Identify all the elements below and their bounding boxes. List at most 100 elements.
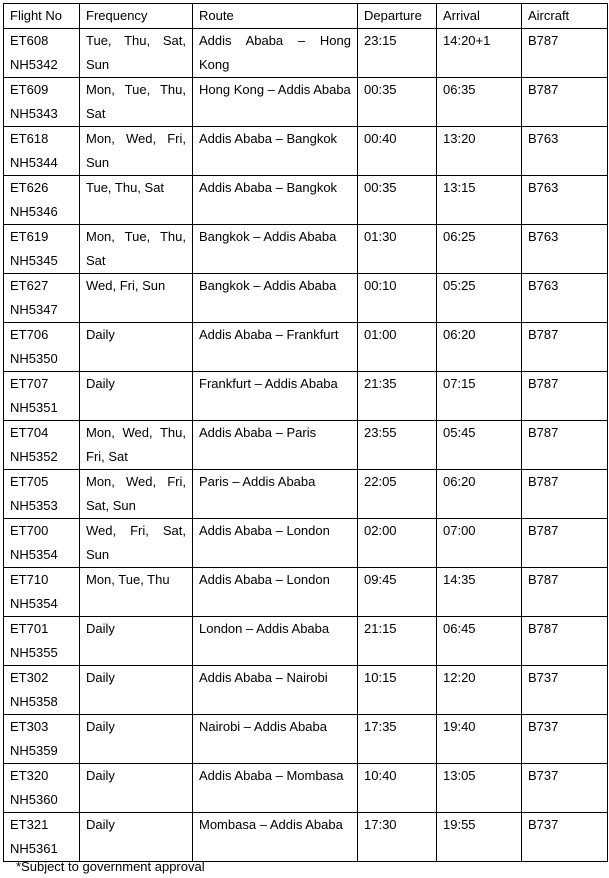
flight-cell: ET302 NH5358 — [3, 665, 80, 715]
arrival-cell: 12:20 — [436, 665, 522, 715]
flight-schedule-table: Flight No Frequency Route Departure Arri… — [3, 3, 608, 862]
table-row: ET627 NH5347 Wed, Fri, Sun Bangkok – Addis… — [3, 273, 608, 323]
route-cell: Addis Ababa – Frankfurt — [192, 322, 358, 372]
arrival-cell: 14:35 — [436, 567, 522, 617]
arrival-cell: 19:40 — [436, 714, 522, 764]
route-cell: Nairobi – Addis Ababa — [192, 714, 358, 764]
departure-cell: 23:55 — [357, 420, 437, 470]
table-row: ET707 NH5351 Daily Frankfurt – Addis Ababa… — [3, 371, 608, 421]
flight-cell: ET321 NH5361 — [3, 812, 80, 862]
header-aircraft: Aircraft — [521, 3, 608, 29]
aircraft-cell: B787 — [521, 518, 608, 568]
frequency-cell: Daily — [79, 616, 193, 666]
departure-cell: 00:35 — [357, 77, 437, 127]
aircraft-cell: B763 — [521, 224, 608, 274]
header-flight-no: Flight No — [3, 3, 80, 29]
table-row: ET705 NH5353 Mon, Wed, Fri, Sat, Sun Paris… — [3, 469, 608, 519]
table-row: ET710 NH5354 Mon, Tue, Thu Addis Ababa – L… — [3, 567, 608, 617]
arrival-cell: 05:25 — [436, 273, 522, 323]
aircraft-cell: B737 — [521, 763, 608, 813]
route-cell: Paris – Addis Ababa — [192, 469, 358, 519]
aircraft-cell: B787 — [521, 567, 608, 617]
route-cell: Bangkok – Addis Ababa — [192, 224, 358, 274]
departure-cell: 21:15 — [357, 616, 437, 666]
arrival-cell: 06:45 — [436, 616, 522, 666]
table-body: ET608 NH5342 Tue, Thu, Sat, Sun Addis Abab… — [3, 28, 608, 862]
route-cell: Addis Ababa – Paris — [192, 420, 358, 470]
table-row: ET626 NH5346 Tue, Thu, Sat Addis Ababa – B… — [3, 175, 608, 225]
flight-cell: ET701 NH5355 — [3, 616, 80, 666]
frequency-cell: Daily — [79, 665, 193, 715]
arrival-cell: 06:20 — [436, 469, 522, 519]
table-row: ET609 NH5343 Mon, Tue, Thu, Sat Hong Kong … — [3, 77, 608, 127]
frequency-cell: Mon, Tue, Thu — [79, 567, 193, 617]
departure-cell: 17:30 — [357, 812, 437, 862]
frequency-cell: Mon, Tue, Thu, Sat — [79, 77, 193, 127]
flight-cell: ET627 NH5347 — [3, 273, 80, 323]
table-row: ET700 NH5354 Wed, Fri, Sat, Sun Addis Abab… — [3, 518, 608, 568]
flight-cell: ET710 NH5354 — [3, 567, 80, 617]
flight-cell: ET700 NH5354 — [3, 518, 80, 568]
frequency-cell: Tue, Thu, Sat — [79, 175, 193, 225]
arrival-cell: 07:15 — [436, 371, 522, 421]
frequency-cell: Mon, Wed, Fri, Sun — [79, 126, 193, 176]
departure-cell: 21:35 — [357, 371, 437, 421]
arrival-cell: 13:05 — [436, 763, 522, 813]
frequency-cell: Tue, Thu, Sat, Sun — [79, 28, 193, 78]
departure-cell: 09:45 — [357, 567, 437, 617]
frequency-cell: Mon, Tue, Thu, Sat — [79, 224, 193, 274]
flight-cell: ET705 NH5353 — [3, 469, 80, 519]
route-cell: Addis Ababa – Bangkok — [192, 175, 358, 225]
arrival-cell: 05:45 — [436, 420, 522, 470]
footnote: *Subject to government approval — [16, 859, 205, 874]
route-cell: Addis Ababa – Mombasa — [192, 763, 358, 813]
frequency-cell: Wed, Fri, Sat, Sun — [79, 518, 193, 568]
departure-cell: 00:40 — [357, 126, 437, 176]
departure-cell: 10:15 — [357, 665, 437, 715]
flight-cell: ET609 NH5343 — [3, 77, 80, 127]
route-cell: Addis Ababa – London — [192, 518, 358, 568]
aircraft-cell: B787 — [521, 322, 608, 372]
header-route: Route — [192, 3, 358, 29]
frequency-cell: Mon, Wed, Fri, Sat, Sun — [79, 469, 193, 519]
aircraft-cell: B737 — [521, 714, 608, 764]
table-row: ET704 NH5352 Mon, Wed, Thu, Fri, Sat Addis… — [3, 420, 608, 470]
table-row: ET302 NH5358 Daily Addis Ababa – Nairobi 10… — [3, 665, 608, 715]
frequency-cell: Daily — [79, 714, 193, 764]
arrival-cell: 06:20 — [436, 322, 522, 372]
route-cell: Addis Ababa – Hong Kong — [192, 28, 358, 78]
route-cell: Addis Ababa – London — [192, 567, 358, 617]
aircraft-cell: B763 — [521, 126, 608, 176]
departure-cell: 02:00 — [357, 518, 437, 568]
departure-cell: 00:10 — [357, 273, 437, 323]
flight-cell: ET707 NH5351 — [3, 371, 80, 421]
arrival-cell: 13:20 — [436, 126, 522, 176]
arrival-cell: 13:15 — [436, 175, 522, 225]
flight-cell: ET706 NH5350 — [3, 322, 80, 372]
arrival-cell: 06:25 — [436, 224, 522, 274]
aircraft-cell: B787 — [521, 28, 608, 78]
table-row: ET320 NH5360 Daily Addis Ababa – Mombasa 10… — [3, 763, 608, 813]
flight-cell: ET704 NH5352 — [3, 420, 80, 470]
aircraft-cell: B787 — [521, 469, 608, 519]
table-row: ET706 NH5350 Daily Addis Ababa – Frankfurt… — [3, 322, 608, 372]
table-row: ET321 NH5361 Daily Mombasa – Addis Ababa 17… — [3, 812, 608, 862]
flight-cell: ET608 NH5342 — [3, 28, 80, 78]
frequency-cell: Mon, Wed, Thu, Fri, Sat — [79, 420, 193, 470]
route-cell: Addis Ababa – Nairobi — [192, 665, 358, 715]
route-cell: Mombasa – Addis Ababa — [192, 812, 358, 862]
header-frequency: Frequency — [79, 3, 193, 29]
flight-cell: ET303 NH5359 — [3, 714, 80, 764]
flight-cell: ET626 NH5346 — [3, 175, 80, 225]
flight-cell: ET619 NH5345 — [3, 224, 80, 274]
header-departure: Departure — [357, 3, 437, 29]
frequency-cell: Daily — [79, 322, 193, 372]
aircraft-cell: B787 — [521, 616, 608, 666]
frequency-cell: Daily — [79, 812, 193, 862]
header-row: Flight No Frequency Route Departure Arri… — [3, 3, 608, 29]
arrival-cell: 06:35 — [436, 77, 522, 127]
frequency-cell: Wed, Fri, Sun — [79, 273, 193, 323]
table-row: ET619 NH5345 Mon, Tue, Thu, Sat Bangkok – … — [3, 224, 608, 274]
departure-cell: 00:35 — [357, 175, 437, 225]
route-cell: Frankfurt – Addis Ababa — [192, 371, 358, 421]
